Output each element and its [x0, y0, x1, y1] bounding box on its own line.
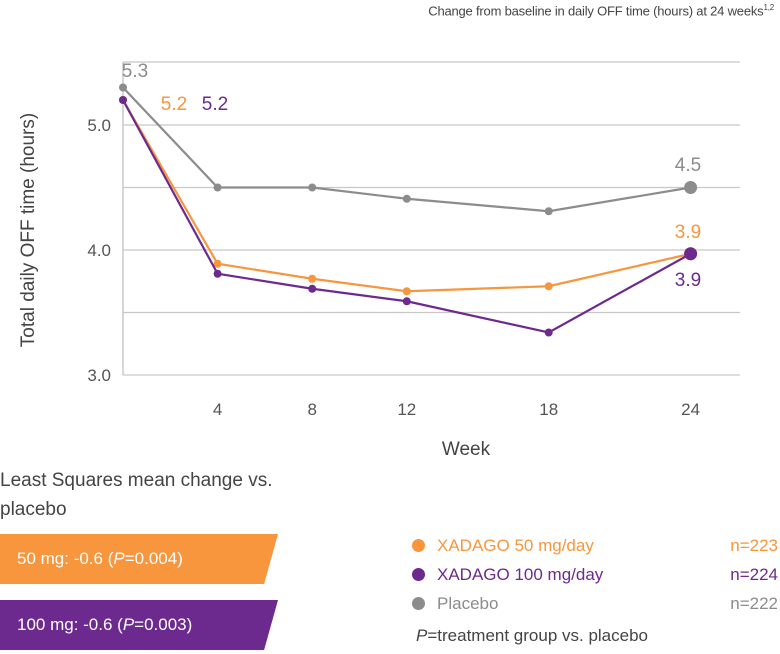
data-point-100mg — [684, 247, 698, 261]
y-tick-label: 5.0 — [87, 116, 111, 135]
banner-50mg: 50 mg: -0.6 (P=0.004) — [0, 534, 278, 584]
data-point-placebo — [544, 207, 553, 216]
legend-label: Placebo — [437, 594, 499, 613]
legend-item-placebo: Placebo n=222 — [412, 589, 780, 618]
legend-item-50mg: XADAGO 50 mg/day n=223 — [412, 531, 780, 560]
x-tick-label: 4 — [213, 400, 222, 419]
data-point-placebo — [308, 183, 317, 192]
data-point-100mg — [544, 328, 553, 337]
legend-label: XADAGO 50 mg/day — [437, 536, 594, 555]
x-tick-label: 12 — [397, 400, 416, 419]
legend: XADAGO 50 mg/day n=223 XADAGO 100 mg/day… — [412, 531, 780, 618]
chart-title: Change from baseline in daily OFF time (… — [428, 3, 774, 19]
series-line-placebo — [122, 86, 691, 213]
data-point-100mg — [402, 297, 411, 306]
legend-dot-50mg — [412, 539, 425, 552]
data-point-100mg — [308, 284, 317, 293]
data-point-placebo — [684, 181, 698, 194]
legend-dot-placebo — [412, 597, 425, 610]
series-line-50mg — [122, 99, 691, 293]
line-chart: 3.0 4.0 5.0 4 8 12 18 24 Week Total daily OFF tim… — [18, 61, 740, 460]
legend-item-100mg: XADAGO 100 mg/day n=224 — [412, 560, 780, 589]
legend-dot-100mg — [412, 568, 425, 581]
data-label-50mg-end: 3.9 — [675, 222, 701, 243]
title-superscript: 1,2 — [763, 3, 774, 12]
x-tick-label: 18 — [539, 400, 558, 419]
data-label-100mg-start: 5.2 — [202, 94, 228, 115]
y-tick-label: 4.0 — [87, 241, 111, 260]
data-point-placebo — [402, 194, 411, 203]
data-point-placebo — [213, 183, 222, 192]
footnote: P=treatment group vs. placebo — [416, 626, 649, 645]
data-point-100mg — [213, 269, 222, 278]
legend-n: n=222 — [730, 594, 778, 613]
data-point-50mg — [213, 259, 222, 268]
data-label-50mg-start: 5.2 — [161, 94, 187, 115]
y-tick-label: 3.0 — [87, 366, 111, 385]
data-point-50mg — [402, 287, 411, 296]
data-label-placebo-start: 5.3 — [122, 61, 148, 82]
legend-n: n=224 — [730, 565, 778, 584]
data-point-placebo — [119, 83, 127, 92]
data-point-50mg — [308, 274, 317, 283]
ls-mean-heading: Least Squares mean change vs. placebo — [0, 470, 273, 520]
data-point-50mg — [544, 282, 553, 291]
legend-label: XADAGO 100 mg/day — [437, 565, 604, 584]
data-label-placebo-end: 4.5 — [675, 155, 701, 176]
y-axis-label: Total daily OFF time (hours) — [18, 113, 39, 347]
x-tick-label: 24 — [681, 400, 700, 419]
x-tick-label: 8 — [307, 400, 316, 419]
data-point-100mg — [119, 96, 127, 104]
x-axis-label: Week — [442, 439, 491, 460]
legend-n: n=223 — [730, 536, 778, 555]
data-label-100mg-end: 3.9 — [675, 270, 701, 291]
series-line-100mg — [122, 99, 692, 334]
banner-100mg: 100 mg: -0.6 (P=0.003) — [0, 600, 278, 650]
